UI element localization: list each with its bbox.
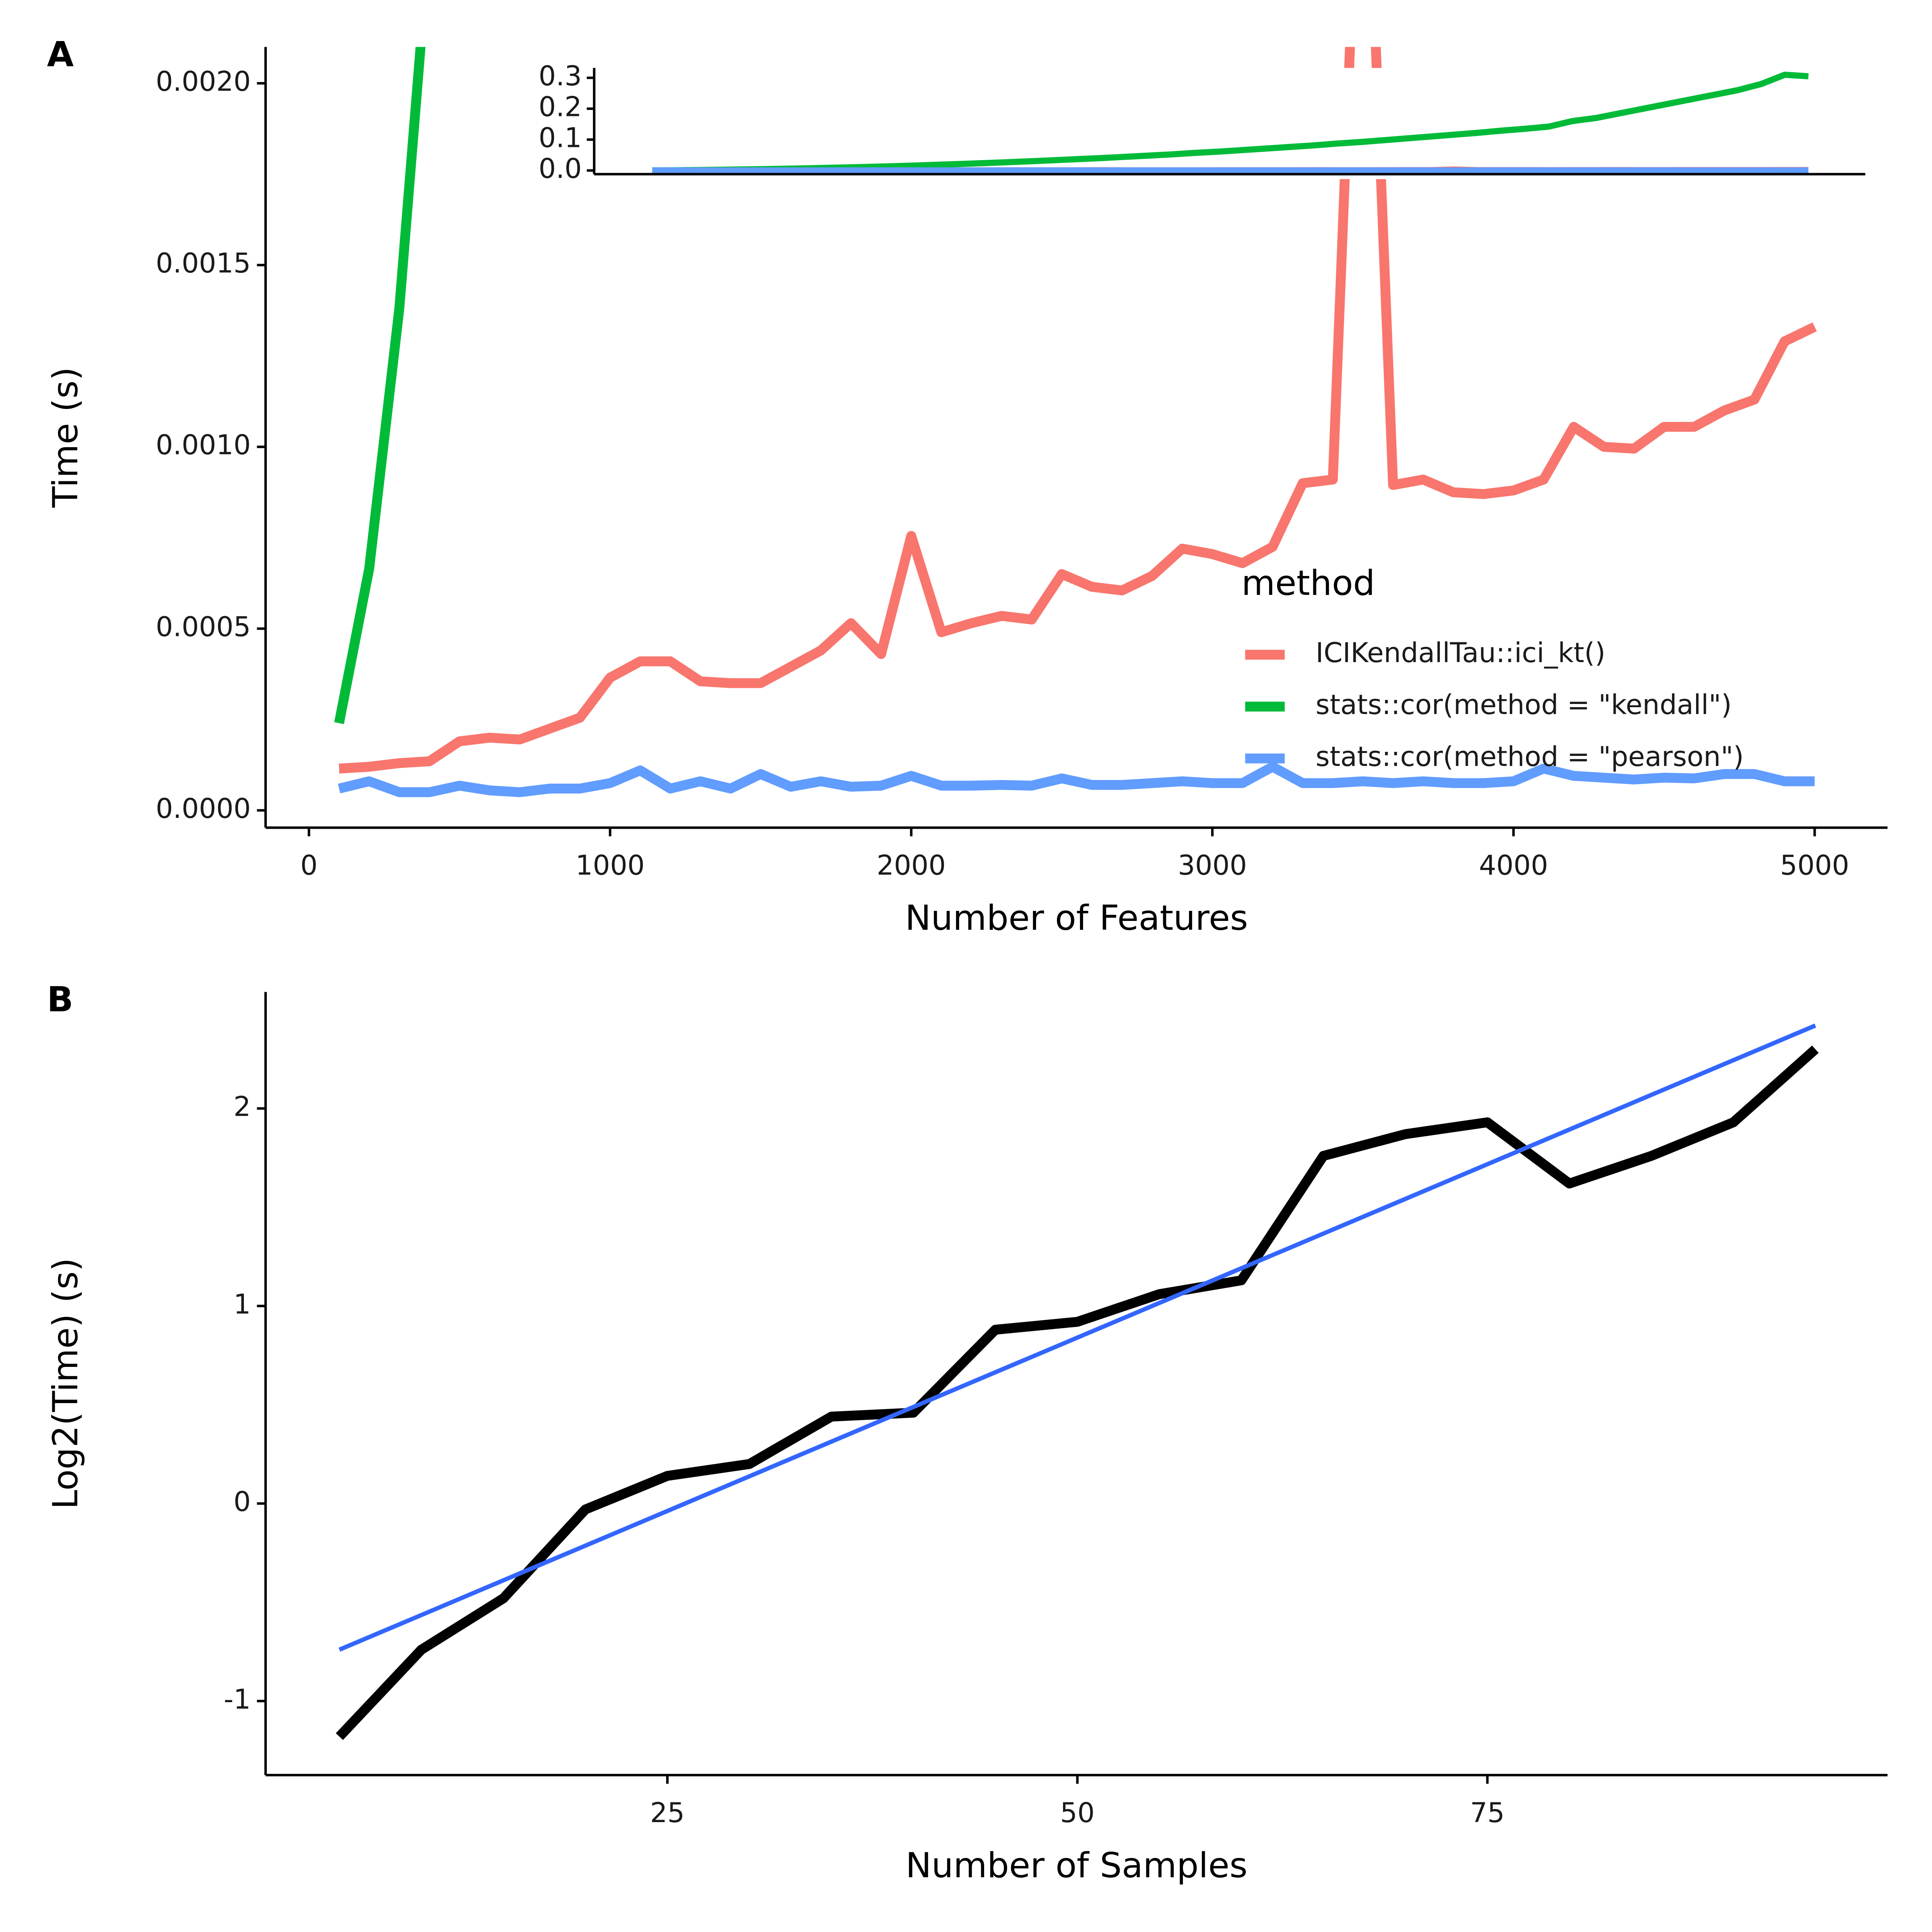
x-tick-label: 75	[1470, 1797, 1505, 1829]
panel-tag: B	[47, 979, 74, 1020]
panel-tag: A	[47, 35, 74, 75]
trend-line	[339, 1023, 1816, 1652]
plot-area	[336, 1023, 1819, 1740]
x-tick-label: 25	[650, 1797, 685, 1829]
y-tick-label: 0	[233, 1486, 251, 1517]
series-line	[336, 1045, 1819, 1740]
y-tick-label: 0.0010	[156, 429, 251, 461]
y-axis-title: Time (s)	[45, 367, 86, 508]
inset-background	[494, 68, 1878, 180]
x-tick-label: 5000	[1780, 849, 1849, 881]
y-tick-label: 0.0000	[156, 793, 251, 824]
x-tick-label: 0	[300, 849, 318, 881]
y-tick-label: 0.0005	[156, 611, 251, 642]
x-tick-label: 2000	[877, 849, 946, 881]
legend-label: stats::cor(method = "pearson")	[1316, 741, 1744, 772]
x-axis-title: Number of Features	[905, 898, 1248, 938]
x-tick-label: 1000	[576, 849, 645, 881]
y-tick-label: 1	[233, 1288, 251, 1320]
inset-y-tick-label: 0.1	[539, 122, 582, 153]
series-line	[338, 762, 1815, 797]
y-tick-label: -1	[224, 1683, 251, 1715]
y-tick-label: 2	[233, 1091, 251, 1123]
legend-label: stats::cor(method = "kendall")	[1316, 689, 1732, 720]
inset-y-tick-label: 0.2	[539, 91, 582, 123]
x-tick-label: 50	[1060, 1797, 1095, 1829]
legend-label: ICIKendallTau::ici_kt()	[1316, 637, 1606, 669]
series-line	[339, 47, 1817, 774]
y-tick-label: 0.0020	[156, 65, 251, 97]
inset-plot	[652, 72, 1809, 174]
x-tick-label: 4000	[1479, 849, 1548, 881]
legend-title: method	[1241, 563, 1375, 603]
inset-y-tick-label: 0.0	[539, 153, 582, 184]
inset-y-tick-label: 0.3	[539, 60, 582, 92]
x-axis-title: Number of Samples	[906, 1845, 1248, 1886]
y-axis-title: Log2(Time) (s)	[45, 1258, 86, 1509]
y-tick-label: 0.0015	[156, 247, 251, 279]
plot-area	[334, 47, 1817, 797]
x-tick-label: 3000	[1178, 849, 1247, 881]
